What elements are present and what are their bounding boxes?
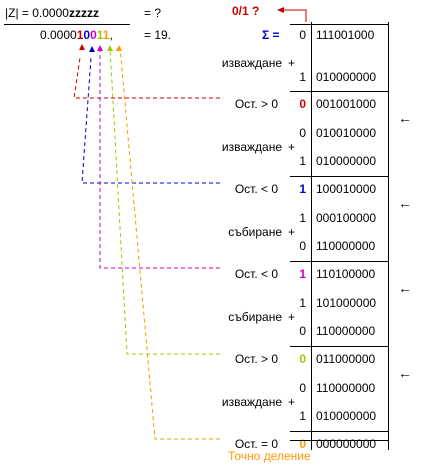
separator-line	[290, 176, 388, 177]
row-value: 110000000	[316, 381, 376, 395]
result-comma: ,	[109, 28, 113, 42]
shift-left-arrow: ←	[398, 195, 412, 211]
question-label: 0/1 ?	[232, 4, 260, 18]
shift-left-arrow: ←	[398, 280, 412, 296]
separator-line	[290, 261, 388, 262]
shift-left-arrow: ←	[398, 365, 412, 381]
abs-z-label: |Z| = 0.0000zzzzz	[5, 6, 99, 20]
separator-line	[290, 346, 388, 347]
eq-question: = ?	[144, 6, 162, 20]
arrowhead-green	[107, 45, 113, 51]
connector-blue	[81, 57, 220, 184]
sign-bit: 0	[299, 126, 306, 140]
arrowhead-blue	[89, 46, 95, 52]
row-value: 010000000	[316, 154, 377, 168]
row-value: 010000000	[316, 70, 377, 84]
connector-red	[73, 57, 220, 99]
row-value: 110100000	[316, 267, 376, 281]
table-right-border	[388, 22, 389, 450]
sign-bit: 0	[299, 324, 306, 338]
quotient-bit: 1	[102, 28, 110, 42]
sigma-sign: 0	[299, 28, 306, 42]
row-value: 110000000	[316, 324, 376, 338]
remainder-label: Ост. > 0	[234, 97, 278, 111]
sign-bit: 0	[299, 239, 306, 253]
separator-line	[290, 440, 388, 441]
connector-magenta	[99, 47, 220, 269]
quotient-bits: 10011	[77, 28, 110, 42]
plus-sign: +	[288, 225, 296, 239]
operation-label: събиране	[228, 225, 282, 239]
sigma-value: 111001000	[316, 28, 375, 42]
remainder-label: Ост. < 0	[234, 267, 278, 281]
plus-sign: +	[288, 140, 296, 154]
sign-bit: 1	[299, 182, 306, 196]
result-line: 0.000010011,	[40, 28, 113, 42]
separator-line	[290, 91, 388, 92]
row-value: 000100000	[316, 211, 377, 225]
plus-sign: +	[288, 310, 296, 324]
row-value: 110000000	[316, 239, 376, 253]
row-value: 101000000	[316, 296, 377, 310]
sign-bit: 0	[299, 437, 306, 451]
operation-label: събиране	[228, 310, 282, 324]
arrowhead-magenta	[97, 45, 103, 51]
question-arrowhead	[277, 7, 284, 13]
sign-bit: 0	[299, 352, 306, 366]
question-connector	[282, 9, 307, 22]
sign-bit: 0	[299, 381, 306, 395]
operation-label: изваждане	[221, 395, 282, 409]
table-left-border	[311, 22, 312, 450]
separator-line	[290, 24, 388, 25]
operation-label: изваждане	[221, 56, 282, 70]
sign-bit: 0	[299, 97, 306, 111]
row-value: 100010000	[316, 182, 377, 196]
plus-sign: +	[288, 395, 296, 409]
quotient-bit: 1	[76, 28, 84, 42]
remainder-label: Ост. = 0	[234, 437, 278, 451]
result-prefix: 0.0000	[40, 28, 77, 42]
row-value: 001001000	[316, 97, 377, 111]
header-underline	[4, 24, 130, 25]
sigma-label: Σ =	[262, 28, 280, 42]
sign-bit: 1	[299, 154, 306, 168]
exact-division-label: Точно деление	[228, 449, 311, 463]
quotient-bit: 0	[83, 28, 91, 42]
remainder-label: Ост. < 0	[234, 182, 278, 196]
separator-line	[290, 431, 388, 432]
arrowhead-orange	[116, 45, 122, 51]
sign-bit: 1	[299, 409, 306, 423]
row-value: 011000000	[316, 352, 376, 366]
plus-sign: +	[288, 56, 296, 70]
operation-label: изваждане	[221, 140, 282, 154]
eq-19: = 19.	[144, 28, 172, 42]
sign-bit: 1	[299, 267, 306, 281]
sign-bit: 1	[299, 211, 306, 225]
sign-bit: 1	[299, 296, 306, 310]
abs-z-text: |Z| = 0.0000	[5, 6, 69, 20]
sign-bit: 1	[299, 70, 306, 84]
row-value: 010010000	[316, 126, 377, 140]
z-unknown-bits: zzzzz	[68, 6, 99, 20]
quotient-bit: 0	[90, 28, 97, 42]
quotient-bit: 1	[96, 28, 103, 42]
remainder-label: Ост. > 0	[234, 352, 278, 366]
shift-left-arrow: ←	[398, 110, 412, 126]
row-value: 010000000	[316, 409, 377, 423]
connector-orange	[119, 46, 220, 440]
connector-green	[109, 46, 220, 355]
